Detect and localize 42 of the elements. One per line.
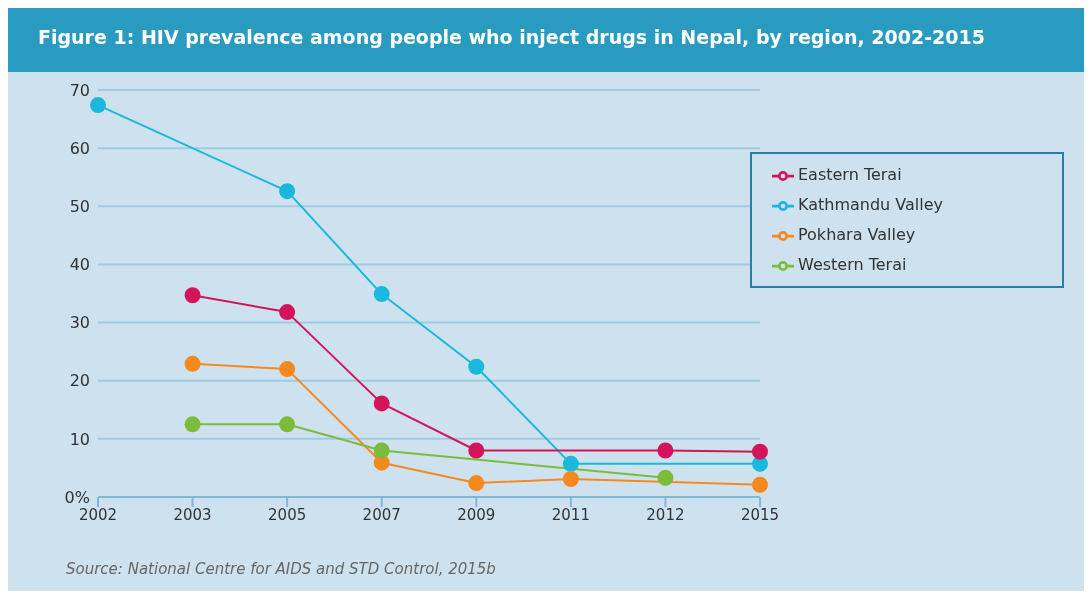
point bbox=[373, 395, 390, 412]
point bbox=[184, 287, 201, 304]
point bbox=[657, 442, 674, 459]
x-tick-label: 2009 bbox=[457, 505, 496, 524]
point bbox=[279, 361, 296, 378]
legend-label: Eastern Terai bbox=[798, 165, 902, 184]
chart-title: Figure 1: HIV prevalence among people who inject drugs in Nepal, by region, 2002-2015 bbox=[8, 8, 1084, 72]
point bbox=[373, 442, 390, 459]
point bbox=[279, 304, 296, 321]
y-tick-label: 40 bbox=[69, 255, 90, 275]
legend-label: Western Terai bbox=[798, 255, 907, 274]
x-tick-label: 2005 bbox=[268, 505, 307, 524]
x-tick-label: 2003 bbox=[173, 505, 212, 524]
x-tick-label: 2002 bbox=[78, 505, 118, 524]
point bbox=[184, 355, 201, 372]
y-tick-label: 70 bbox=[69, 80, 90, 100]
point bbox=[562, 470, 579, 487]
point bbox=[657, 469, 674, 486]
y-tick-label: 0% bbox=[64, 487, 90, 507]
point bbox=[752, 476, 768, 493]
y-tick-label: 10 bbox=[69, 429, 90, 449]
point bbox=[279, 183, 296, 200]
point bbox=[468, 442, 485, 459]
point bbox=[468, 475, 485, 492]
source-note: Source: National Centre for AIDS and STD Control, 2015b bbox=[66, 560, 496, 578]
x-tick-label: 2007 bbox=[362, 505, 401, 524]
x-tick-label: 2012 bbox=[646, 505, 685, 524]
point bbox=[562, 455, 579, 472]
point bbox=[373, 286, 390, 303]
y-tick-label: 50 bbox=[69, 196, 90, 216]
point bbox=[279, 416, 296, 433]
x-tick-label: 2011 bbox=[551, 505, 590, 524]
y-tick-label: 30 bbox=[69, 313, 90, 333]
point bbox=[468, 358, 485, 375]
y-tick-label: 60 bbox=[69, 138, 90, 158]
legend-label: Pokhara Valley bbox=[798, 225, 916, 244]
point bbox=[184, 416, 201, 433]
legend-label: Kathmandu Valley bbox=[798, 195, 944, 214]
x-tick-label: 2015 bbox=[740, 505, 780, 524]
y-tick-label: 20 bbox=[69, 371, 90, 391]
point bbox=[90, 97, 106, 114]
point bbox=[752, 443, 768, 460]
